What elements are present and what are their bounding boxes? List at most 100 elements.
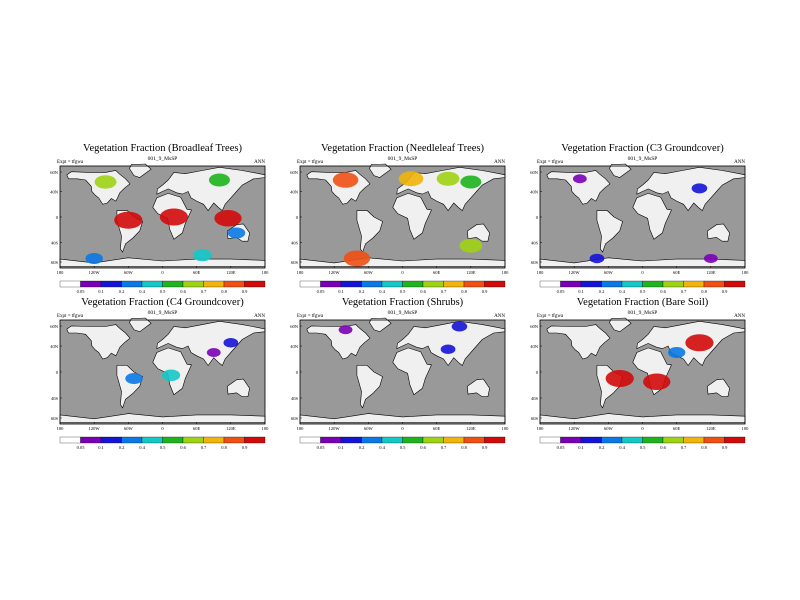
data-patch xyxy=(208,173,230,187)
x-tick-label: 180 xyxy=(742,426,750,431)
panel-title: Vegetation Fraction (Needleleaf Trees) xyxy=(321,143,484,154)
x-tick-label: 120E xyxy=(466,426,476,431)
colorbar-swatch xyxy=(80,280,102,288)
colorbar-tick-label: 0.6 xyxy=(660,289,666,294)
colorbar-tick-label: 0.2 xyxy=(359,445,365,450)
colorbar-tick-label: 0.1 xyxy=(338,289,344,294)
data-patch xyxy=(332,172,359,188)
x-tick-label: 180 xyxy=(262,426,270,431)
x-tick-label: 120W xyxy=(329,270,341,275)
x-tick-label: 60E xyxy=(673,426,681,431)
x-tick-label: 60E xyxy=(433,426,441,431)
panel-title: Vegetation Fraction (Broadleaf Trees) xyxy=(83,143,242,154)
land-mass-6 xyxy=(467,378,490,398)
colorbar-swatch xyxy=(683,280,705,288)
data-patch xyxy=(589,253,605,264)
colorbar-tick-label: 0.9 xyxy=(482,289,488,294)
colorbar-swatch xyxy=(580,280,602,288)
y-tick-label: 60S xyxy=(531,416,539,421)
x-tick-label: 180 xyxy=(502,270,510,275)
colorbar-swatch xyxy=(724,280,746,288)
data-patch xyxy=(94,175,117,189)
colorbar-swatch xyxy=(724,436,746,444)
y-tick-label: 0 xyxy=(56,215,59,220)
panel-1: Vegetation Fraction (Broadleaf Trees)001… xyxy=(50,143,269,294)
y-tick-label: 40N xyxy=(50,190,59,195)
colorbar-tick-label: 0.7 xyxy=(441,289,447,294)
y-tick-label: 40N xyxy=(50,344,59,349)
x-tick-label: 0 xyxy=(641,270,644,275)
colorbar-tick-label: 0.9 xyxy=(722,289,728,294)
x-tick-label: 180 xyxy=(262,270,270,275)
y-tick-label: 40S xyxy=(51,241,59,246)
data-patch xyxy=(192,249,212,262)
y-tick-label: 0 xyxy=(56,370,59,375)
colorbar-tick-label: 0.5 xyxy=(160,445,166,450)
colorbar-tick-label: 0.1 xyxy=(338,445,344,450)
colorbar-tick-label: 0.05 xyxy=(557,445,566,450)
colorbar-swatch xyxy=(580,436,602,444)
colorbar-swatch xyxy=(703,436,725,444)
colorbar-swatch xyxy=(662,436,684,444)
land-mass-2 xyxy=(129,163,152,178)
colorbar-swatch xyxy=(402,436,424,444)
panel-3: Vegetation Fraction (C3 Groundcover) 001_… xyxy=(530,143,749,294)
expt-label: Expt = tfgwa xyxy=(297,160,324,165)
colorbar-swatch xyxy=(182,280,204,288)
colorbar-tick-label: 0.4 xyxy=(619,445,625,450)
data-patch xyxy=(85,252,103,264)
colorbar-tick-label: 0.4 xyxy=(139,289,145,294)
panel-subtitle: 001_9_MsSP xyxy=(388,310,418,316)
data-patch xyxy=(214,210,242,227)
period-label: ANN xyxy=(734,160,745,165)
colorbar-tick-label: 0.1 xyxy=(578,445,584,450)
data-patch xyxy=(223,338,239,348)
land-mass-1 xyxy=(66,324,131,360)
land-mass-3 xyxy=(596,210,623,253)
colorbar-swatch xyxy=(422,280,444,288)
period-label: ANN xyxy=(254,160,265,165)
colorbar-swatch xyxy=(463,436,485,444)
y-tick-label: 60N xyxy=(290,170,299,175)
x-tick-label: 120E xyxy=(706,270,716,275)
colorbar-swatch xyxy=(340,280,362,288)
land-mass-5 xyxy=(156,320,266,367)
land-mass-2 xyxy=(609,317,632,333)
data-patch xyxy=(398,171,424,187)
data-patch xyxy=(605,370,634,387)
land-mass-2 xyxy=(609,163,632,178)
colorbar-swatch xyxy=(80,436,102,444)
land-mass-4 xyxy=(632,193,672,240)
colorbar-swatch xyxy=(361,436,383,444)
colorbar-swatch xyxy=(621,280,643,288)
colorbar-tick-label: 0.8 xyxy=(701,445,707,450)
colorbar-tick-label: 0.7 xyxy=(201,445,207,450)
expt-label: Expt = tfgwa xyxy=(537,314,564,319)
panel-subtitle: 001_9_MsSP xyxy=(628,310,658,316)
data-patch xyxy=(667,347,686,358)
x-tick-label: 60W xyxy=(364,270,374,275)
data-patch xyxy=(206,348,221,357)
x-tick-label: 120W xyxy=(569,426,581,431)
colorbar-tick-label: 0.05 xyxy=(77,289,86,294)
y-tick-label: 60N xyxy=(290,324,299,329)
colorbar-tick-label: 0.05 xyxy=(77,445,86,450)
expt-label: Expt = tfgwa xyxy=(57,160,84,165)
data-patch xyxy=(451,321,468,332)
y-tick-label: 60N xyxy=(530,324,539,329)
colorbar-tick-label: 0.7 xyxy=(201,289,207,294)
land-mass-3 xyxy=(356,210,383,253)
x-tick-label: 120E xyxy=(706,426,716,431)
y-tick-label: 60S xyxy=(291,260,299,265)
x-tick-label: 120W xyxy=(89,426,101,431)
y-tick-label: 40N xyxy=(530,190,539,195)
colorbar-swatch xyxy=(443,280,465,288)
x-tick-label: 0 xyxy=(401,426,404,431)
colorbar-swatch xyxy=(223,436,245,444)
data-patch xyxy=(440,344,456,354)
colorbar-swatch xyxy=(182,436,204,444)
land-mass-2 xyxy=(129,317,152,333)
y-tick-label: 40S xyxy=(531,241,539,246)
colorbar-tick-label: 0.7 xyxy=(441,445,447,450)
